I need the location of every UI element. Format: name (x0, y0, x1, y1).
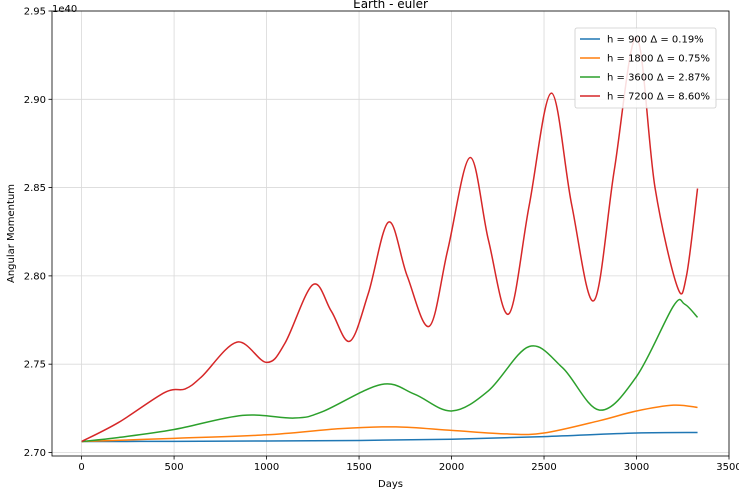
series-line-2 (81, 298, 699, 443)
chart-title: Earth - euler (353, 0, 428, 11)
legend: h = 900 Δ = 0.19% h = 1800 Δ = 0.75% h = 3… (574, 27, 717, 109)
axis-ticks: 0 500 1000 1500 2000 2500 3000 3500 2.70 2.75 2.80… (24, 7, 739, 474)
x-tick-label: 1000 (254, 462, 279, 473)
x-tick-label: 0 (78, 462, 84, 473)
x-tick-label: 2000 (439, 462, 464, 473)
y-tick-label: 2.80 (24, 271, 46, 282)
x-axis-title: Days (378, 479, 403, 490)
y-tick-label: 2.85 (24, 183, 46, 194)
y-tick-label: 2.95 (24, 7, 46, 18)
legend-box (574, 27, 717, 109)
series-line-0 (81, 431, 698, 443)
x-tick-label: 2500 (531, 462, 556, 473)
legend-entry-1: h = 1800 Δ = 0.75% (607, 54, 710, 65)
y-tick-label: 2.70 (24, 448, 46, 459)
plot-frame (51, 10, 730, 457)
y-tick-label: 2.75 (24, 360, 46, 371)
legend-entry-0: h = 900 Δ = 0.19% (607, 35, 704, 46)
x-tick-label: 500 (165, 462, 184, 473)
x-tick-label: 3000 (624, 462, 649, 473)
x-tick-label: 3500 (716, 462, 739, 473)
legend-entry-2: h = 3600 Δ = 2.87% (607, 73, 710, 84)
y-tick-label: 2.90 (24, 95, 46, 106)
y-axis-offset-label: 1e40 (52, 4, 77, 15)
series-line-1 (81, 404, 698, 443)
legend-entry-3: h = 7200 Δ = 8.60% (607, 92, 710, 103)
x-tick-label: 1500 (346, 462, 371, 473)
y-axis-title: Angular Momentum (6, 184, 17, 283)
